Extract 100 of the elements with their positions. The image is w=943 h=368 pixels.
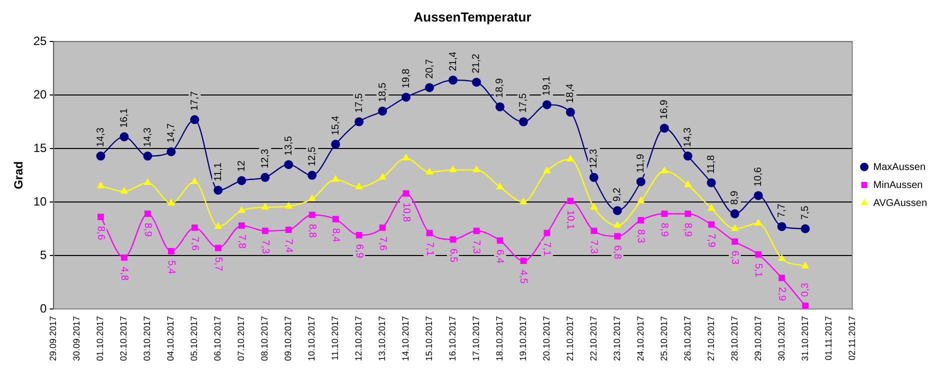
data-label: 16,1 [118,108,130,128]
point [121,254,128,261]
point [96,152,106,161]
point [684,180,692,188]
point [566,108,575,117]
point [379,224,386,231]
chart-title: AussenTemperatur [414,9,532,24]
data-label: 11,8 [706,154,718,174]
point [801,262,810,268]
data-label: 0,3 [800,282,812,297]
data-label: 8,9 [658,222,670,238]
data-label: 7,1 [424,242,435,256]
data-label: 8,9 [730,190,741,205]
point [285,226,292,233]
data-label: 10,8 [400,202,412,222]
point [260,172,270,182]
data-label: 15,4 [330,115,342,136]
data-label: 2,9 [776,286,788,302]
data-label: 12 [236,160,248,172]
data-label: 6,9 [353,244,364,259]
point [706,178,716,188]
point [754,218,762,226]
point [238,206,246,213]
data-label: 8,3 [635,229,646,244]
point [661,210,668,217]
point [638,217,644,224]
point [636,177,646,186]
data-label: 7,7 [776,203,788,218]
data-label: 14,7 [166,122,177,143]
point [472,165,480,172]
point [190,115,200,124]
point [120,132,129,142]
point [754,191,763,200]
point [614,221,622,228]
point [473,228,480,234]
point [637,196,645,204]
point [730,209,740,218]
data-label: 12,3 [260,148,271,168]
point [191,224,198,231]
data-label: 8,8 [306,224,318,238]
data-label: 17,7 [189,90,200,111]
point [355,182,363,190]
point [284,160,294,170]
y-tick-label: 25 [33,34,48,48]
point [566,154,574,162]
x-tick-label: 13.10.2017 [377,316,388,362]
data-label: 10,1 [564,210,576,230]
point [683,152,692,161]
x-tick-label: 09.10.2017 [283,316,294,362]
y-tick-label: 0 [40,301,48,316]
data-label: 21,2 [471,53,482,74]
x-tick-label: 17.10.2017 [470,316,481,362]
x-tick-label: 01.10.2017 [95,316,106,362]
x-tick-label: 07.10.2017 [236,316,246,362]
point [660,124,669,133]
point [96,181,105,188]
point [378,172,386,180]
data-label: 7,9 [706,233,717,248]
point [166,147,176,156]
x-tick-label: 16.10.2017 [447,316,458,362]
point [589,172,598,182]
point [542,100,552,110]
point [284,202,293,209]
x-tick-label: 20.10.2017 [541,316,552,362]
point [332,175,340,182]
data-label: 6,5 [447,248,458,263]
x-tick-label: 31.10.2017 [800,316,810,362]
data-label: 9,2 [612,187,624,202]
data-label: 19,8 [400,68,412,88]
data-label: 17,5 [354,92,365,113]
data-label: 18,9 [494,78,506,98]
x-tick-label: 14.10.2017 [400,316,411,362]
point [802,302,808,309]
data-label: 18,5 [377,82,388,102]
point [402,154,410,160]
point [144,210,151,217]
data-label: 7,5 [800,205,812,220]
x-tick-label: 08.10.2017 [260,316,270,362]
point [543,166,551,174]
y-axis-title: Grad [12,161,26,190]
data-label: 8,9 [682,222,694,238]
data-label: 18,4 [565,83,576,104]
point [495,102,504,112]
x-tick-label: 06.10.2017 [212,316,223,362]
x-tick-label: 02.11.2017 [846,316,857,360]
point [402,92,411,102]
point [120,186,128,194]
y-tick-label: 10 [33,194,48,208]
x-tick-label: 23.10.2017 [612,316,622,362]
data-label: 21,4 [448,51,459,72]
point [308,194,316,202]
point [308,212,316,218]
data-label: 5,1 [752,263,764,278]
point [777,222,786,232]
point [778,274,785,282]
data-label: 10,6 [753,166,764,187]
point [612,206,622,216]
point [356,232,362,238]
point [214,186,223,195]
x-tick-label: 12.10.2017 [354,316,364,362]
